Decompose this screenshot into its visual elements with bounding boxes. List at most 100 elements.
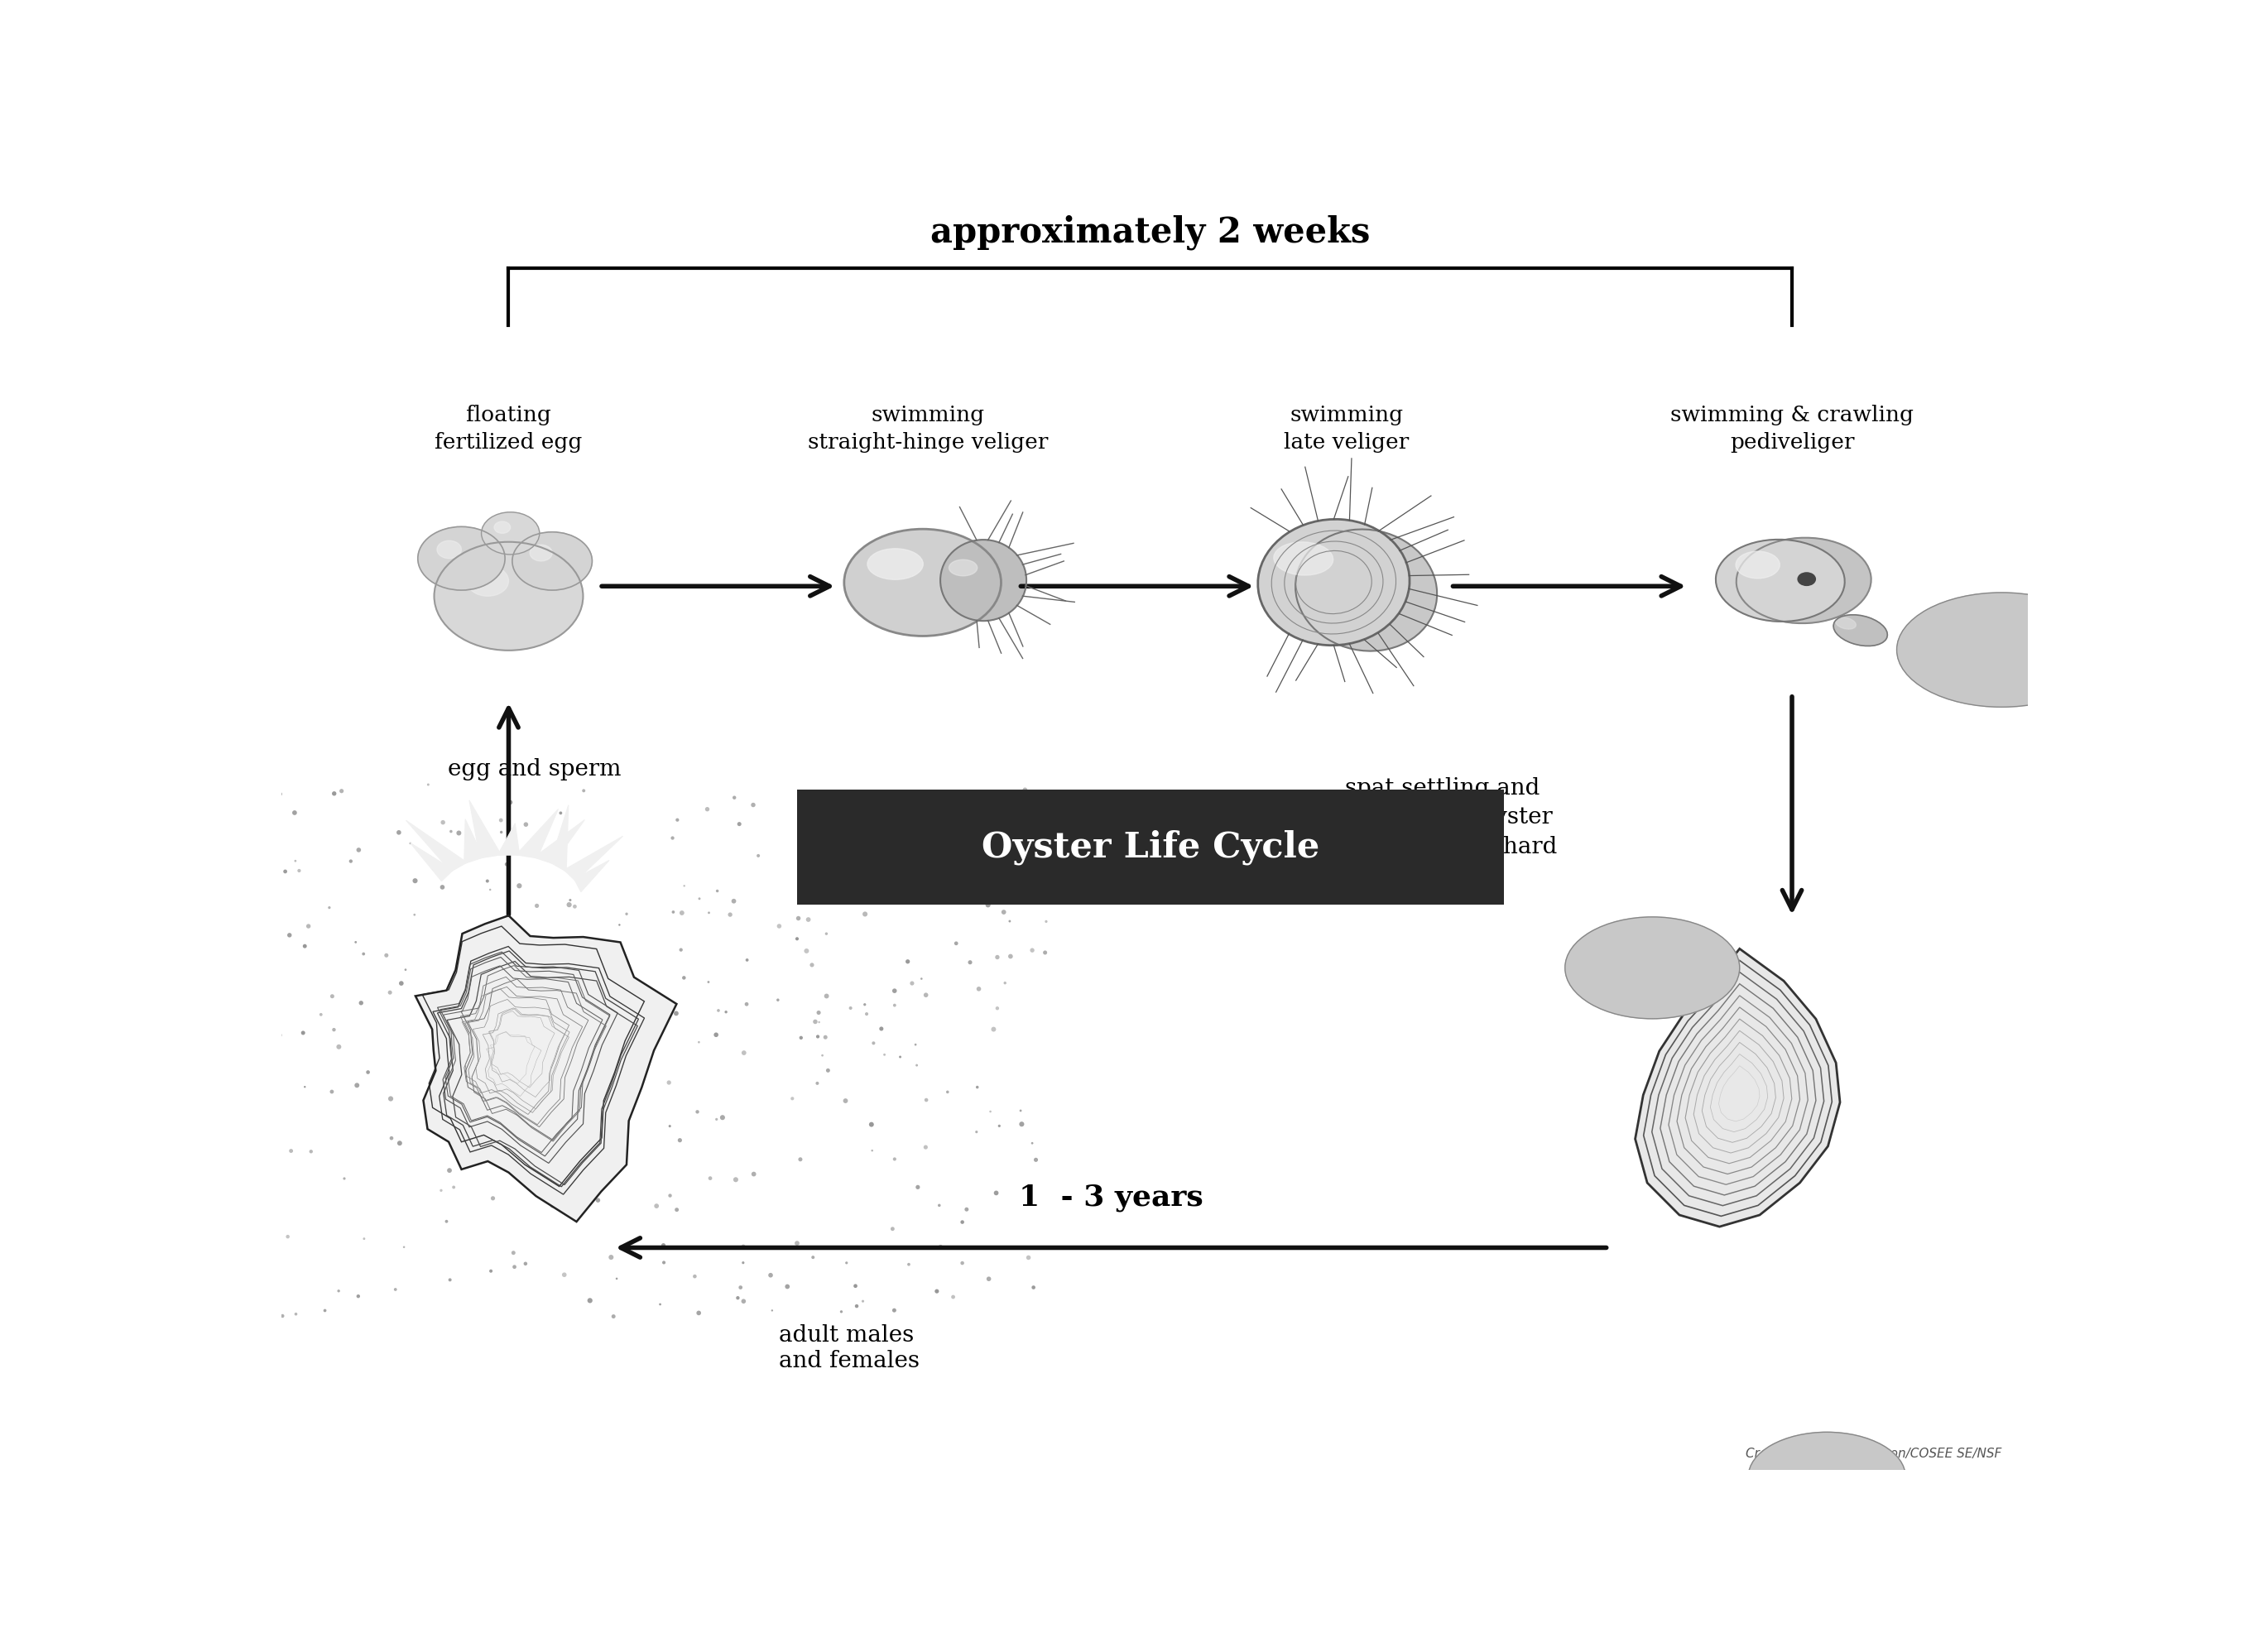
Point bbox=[705, 1104, 741, 1130]
Point bbox=[1003, 1097, 1039, 1123]
Point bbox=[97, 1110, 133, 1137]
Point bbox=[234, 952, 270, 978]
Point bbox=[721, 811, 757, 838]
Point bbox=[99, 1227, 135, 1254]
Ellipse shape bbox=[2125, 1591, 2253, 1652]
Polygon shape bbox=[563, 836, 622, 881]
Point bbox=[185, 1117, 221, 1143]
Point bbox=[973, 1099, 1009, 1125]
Point bbox=[689, 968, 725, 995]
Point bbox=[1003, 1110, 1039, 1137]
Point bbox=[273, 1138, 309, 1165]
Text: approximately 2 weeks: approximately 2 weeks bbox=[930, 215, 1370, 249]
Point bbox=[149, 1118, 185, 1145]
Point bbox=[237, 922, 273, 948]
Point bbox=[768, 1274, 804, 1300]
Text: Credit: Karen R. Swanson/COSEE SE/NSF: Credit: Karen R. Swanson/COSEE SE/NSF bbox=[1746, 1447, 2001, 1460]
Point bbox=[241, 1123, 277, 1150]
Point bbox=[800, 1070, 836, 1097]
Point bbox=[153, 1237, 189, 1264]
Point bbox=[930, 1079, 967, 1105]
Ellipse shape bbox=[867, 548, 924, 580]
Point bbox=[599, 966, 635, 993]
Point bbox=[484, 819, 520, 846]
Circle shape bbox=[466, 565, 509, 596]
Point bbox=[944, 1209, 980, 1236]
Point bbox=[0, 1084, 18, 1110]
Point bbox=[897, 1031, 933, 1057]
Point bbox=[189, 933, 225, 960]
Point bbox=[897, 796, 933, 823]
Point bbox=[7, 1186, 43, 1213]
Point bbox=[804, 1042, 840, 1069]
Point bbox=[410, 771, 446, 798]
Point bbox=[762, 914, 798, 940]
Point bbox=[863, 1016, 899, 1042]
Text: swimming
straight-hinge veliger: swimming straight-hinge veliger bbox=[807, 405, 1048, 453]
Point bbox=[753, 1262, 789, 1289]
Point bbox=[980, 943, 1016, 970]
Point bbox=[20, 1100, 56, 1127]
Polygon shape bbox=[534, 819, 584, 864]
Point bbox=[268, 859, 304, 885]
Point bbox=[137, 1120, 173, 1146]
Point bbox=[146, 1274, 182, 1300]
Point bbox=[908, 981, 944, 1008]
Ellipse shape bbox=[949, 560, 978, 577]
Point bbox=[68, 1080, 104, 1107]
Point bbox=[426, 809, 462, 836]
Point bbox=[811, 1057, 847, 1084]
Point bbox=[856, 881, 892, 907]
Point bbox=[20, 965, 56, 991]
Ellipse shape bbox=[1897, 593, 2107, 707]
Point bbox=[982, 854, 1018, 881]
Point bbox=[651, 1183, 687, 1209]
Point bbox=[442, 819, 478, 846]
Point bbox=[919, 1279, 955, 1305]
Point bbox=[14, 1057, 50, 1084]
Point bbox=[845, 867, 881, 894]
Point bbox=[496, 1239, 532, 1265]
Point bbox=[207, 793, 243, 819]
Point bbox=[203, 975, 239, 1001]
Point bbox=[381, 819, 417, 846]
Point bbox=[658, 999, 694, 1026]
Point bbox=[563, 849, 599, 876]
Point bbox=[608, 900, 644, 927]
Point bbox=[908, 1133, 944, 1160]
Point bbox=[187, 1051, 223, 1077]
Point bbox=[712, 902, 748, 928]
Circle shape bbox=[511, 532, 593, 590]
Point bbox=[0, 930, 32, 957]
Point bbox=[1014, 937, 1050, 963]
Point bbox=[876, 978, 912, 1004]
Point bbox=[333, 847, 369, 874]
Point bbox=[43, 1292, 79, 1318]
Point bbox=[556, 894, 593, 920]
Point bbox=[433, 818, 469, 844]
Point bbox=[397, 902, 433, 928]
Point bbox=[518, 892, 554, 919]
Point bbox=[780, 1231, 816, 1257]
Text: spat settling and
attaching to oyster
shells or other hard
structures: spat settling and attaching to oyster sh… bbox=[1327, 776, 1557, 887]
Point bbox=[277, 847, 313, 874]
Point bbox=[54, 1203, 90, 1229]
Point bbox=[110, 859, 146, 885]
Point bbox=[173, 942, 210, 968]
Point bbox=[18, 800, 54, 826]
Point bbox=[876, 1297, 912, 1323]
FancyBboxPatch shape bbox=[798, 790, 1505, 904]
Point bbox=[115, 795, 151, 821]
Point bbox=[921, 1193, 958, 1219]
Point bbox=[894, 970, 930, 996]
Point bbox=[1016, 1274, 1052, 1300]
Point bbox=[338, 1072, 374, 1099]
Point bbox=[43, 1295, 79, 1322]
Point bbox=[651, 1113, 687, 1140]
Point bbox=[707, 999, 743, 1026]
Circle shape bbox=[493, 522, 511, 534]
Ellipse shape bbox=[1717, 540, 1845, 621]
Point bbox=[1027, 940, 1063, 966]
Ellipse shape bbox=[1836, 618, 1856, 629]
Point bbox=[978, 1180, 1014, 1206]
